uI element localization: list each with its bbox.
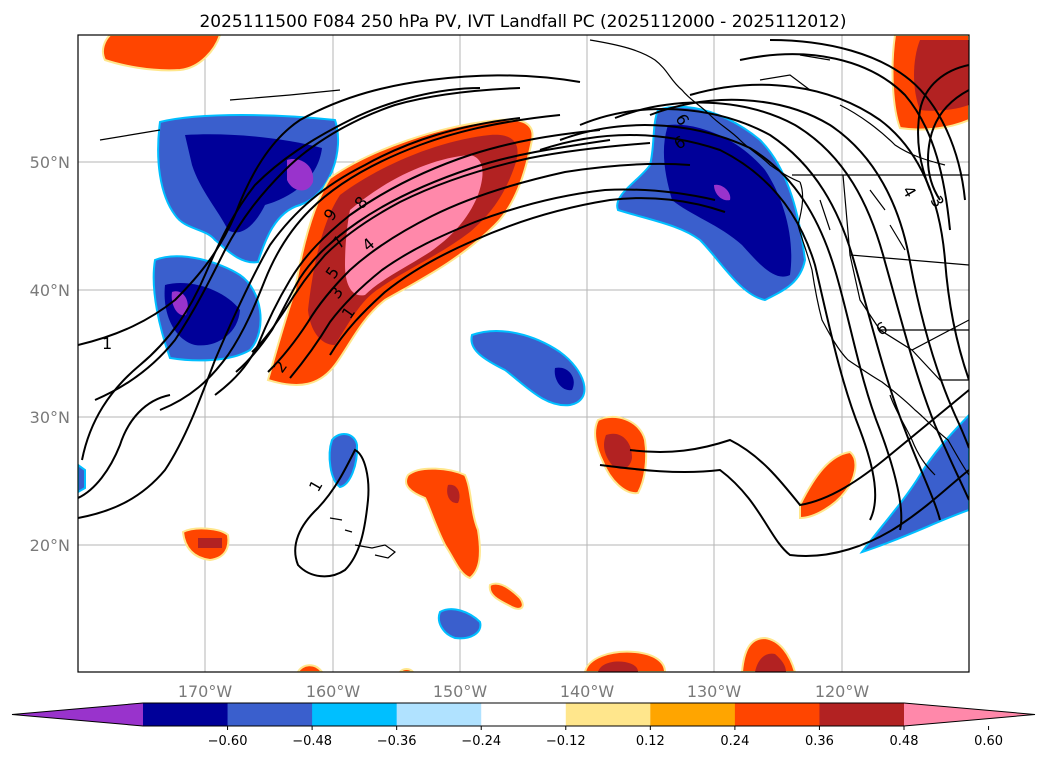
colorbar-tick-label: 0.36 [805, 734, 834, 749]
colorbar: −0.60 −0.48 −0.36 −0.24 −0.12 0.12 0.24 0.36 0.4… [11, 702, 1036, 749]
colorbar-tick-label: −0.36 [377, 734, 417, 749]
colorbar-segment [396, 703, 482, 726]
colorbar-extend-low [12, 703, 143, 726]
latitude-labels: 50°N 40°N 30°N 20°N [30, 153, 70, 555]
colorbar-segment [650, 703, 736, 726]
negative-anomaly-southeast [859, 413, 969, 554]
pv-contours [78, 39, 969, 578]
lon-label: 120°W [815, 682, 870, 701]
colorbar-tick-label: 0.60 [974, 734, 1003, 749]
negative-anomaly-small [78, 433, 482, 640]
colorbar-segment [312, 703, 398, 726]
colorbar-segment [819, 703, 905, 726]
contour-label: 1 [102, 334, 112, 353]
lon-label: 150°W [433, 682, 488, 701]
colorbar-tick-label: −0.12 [546, 734, 586, 749]
colorbar-segment [734, 703, 820, 726]
positive-anomaly-main-band [266, 118, 534, 386]
colorbar-tick-label: −0.60 [208, 734, 248, 749]
lat-label: 30°N [30, 408, 70, 427]
positive-anomaly-top-left [101, 35, 222, 72]
colorbar-outline [11, 702, 1036, 727]
longitude-labels: 170°W 160°W 150°W 140°W 130°W 120°W [178, 682, 870, 701]
lat-label: 40°N [30, 281, 70, 300]
positive-anomaly-bottom [296, 636, 797, 672]
lat-label: 20°N [30, 536, 70, 555]
map-frame [77, 34, 970, 673]
colorbar-segment [565, 703, 651, 726]
colorbar-tick-label: 0.12 [636, 734, 665, 749]
colorbar-segment [227, 703, 313, 726]
colorbar-tick-label: −0.48 [292, 734, 332, 749]
colorbar-tick-label: 0.48 [890, 734, 919, 749]
lon-label: 140°W [560, 682, 615, 701]
colorbar-extend-high [904, 703, 1035, 726]
lon-label: 160°W [306, 682, 361, 701]
lon-label: 130°W [687, 682, 742, 701]
colorbar-segment [143, 703, 229, 726]
colorbar-segment [481, 703, 567, 726]
colorbar-tick-label: 0.24 [720, 734, 749, 749]
negative-anomaly-central [470, 330, 586, 407]
map-panel: 1 1 2 3 5 7 8 9 4 6 6 3 4 6 1 [77, 34, 970, 673]
lat-label: 50°N [30, 153, 70, 172]
figure-title: 2025111500 F084 250 hPa PV, IVT Landfall… [199, 12, 846, 32]
colorbar-tick-label: −0.24 [461, 734, 501, 749]
lon-label: 170°W [178, 682, 233, 701]
positive-anomaly-top-right [891, 35, 969, 131]
negative-anomaly-north-pacific [157, 114, 340, 264]
positive-anomaly-central-blobs [181, 415, 857, 610]
negative-anomaly-west [152, 255, 262, 362]
